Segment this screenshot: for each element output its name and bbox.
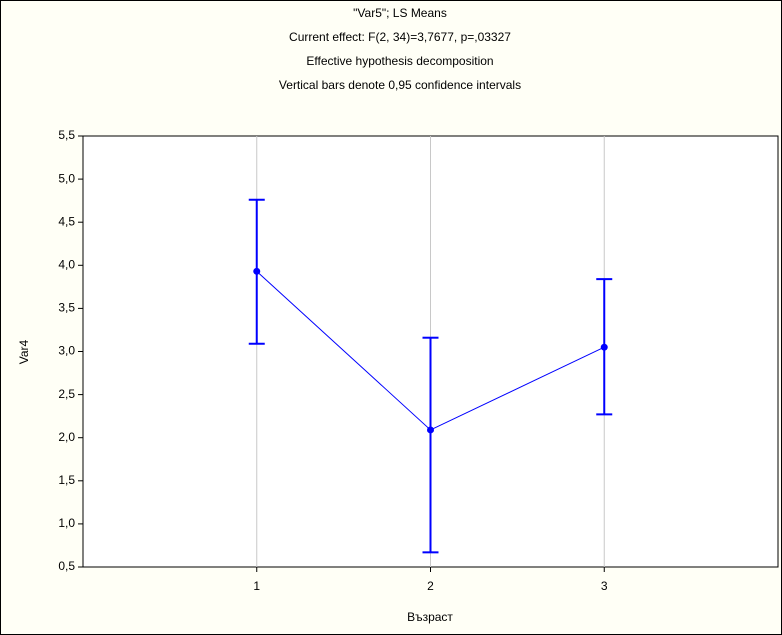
- chart-subtitle: Current effect: F(2, 34)=3,7677, p=,0332…: [289, 30, 511, 44]
- x-tick-label: 1: [253, 579, 260, 593]
- y-tick-label: 3,0: [58, 344, 75, 358]
- chart-subtitle: Vertical bars denote 0,95 confidence int…: [279, 78, 521, 92]
- y-tick-label: 1,0: [58, 516, 75, 530]
- y-tick-label: 3,5: [58, 301, 75, 315]
- chart-title: "Var5"; LS Means: [353, 6, 447, 20]
- chart-subtitle: Effective hypothesis decomposition: [306, 54, 493, 68]
- y-tick-label: 5,5: [58, 128, 75, 142]
- y-tick-label: 0,5: [58, 559, 75, 573]
- y-tick-label: 4,5: [58, 214, 75, 228]
- x-axis-label: Възраст: [407, 610, 453, 624]
- y-tick-label: 2,0: [58, 430, 75, 444]
- point: [253, 267, 261, 275]
- x-tick-label: 3: [601, 579, 608, 593]
- point: [600, 343, 608, 351]
- y-tick-label: 5,0: [58, 171, 75, 185]
- y-tick-label: 4,0: [58, 257, 75, 271]
- point: [427, 426, 434, 434]
- y-tick-label: 1,5: [58, 473, 75, 487]
- x-tick-label: 2: [427, 579, 434, 593]
- y-axis-label: Var4: [17, 339, 31, 364]
- y-tick-label: 2,5: [58, 387, 75, 401]
